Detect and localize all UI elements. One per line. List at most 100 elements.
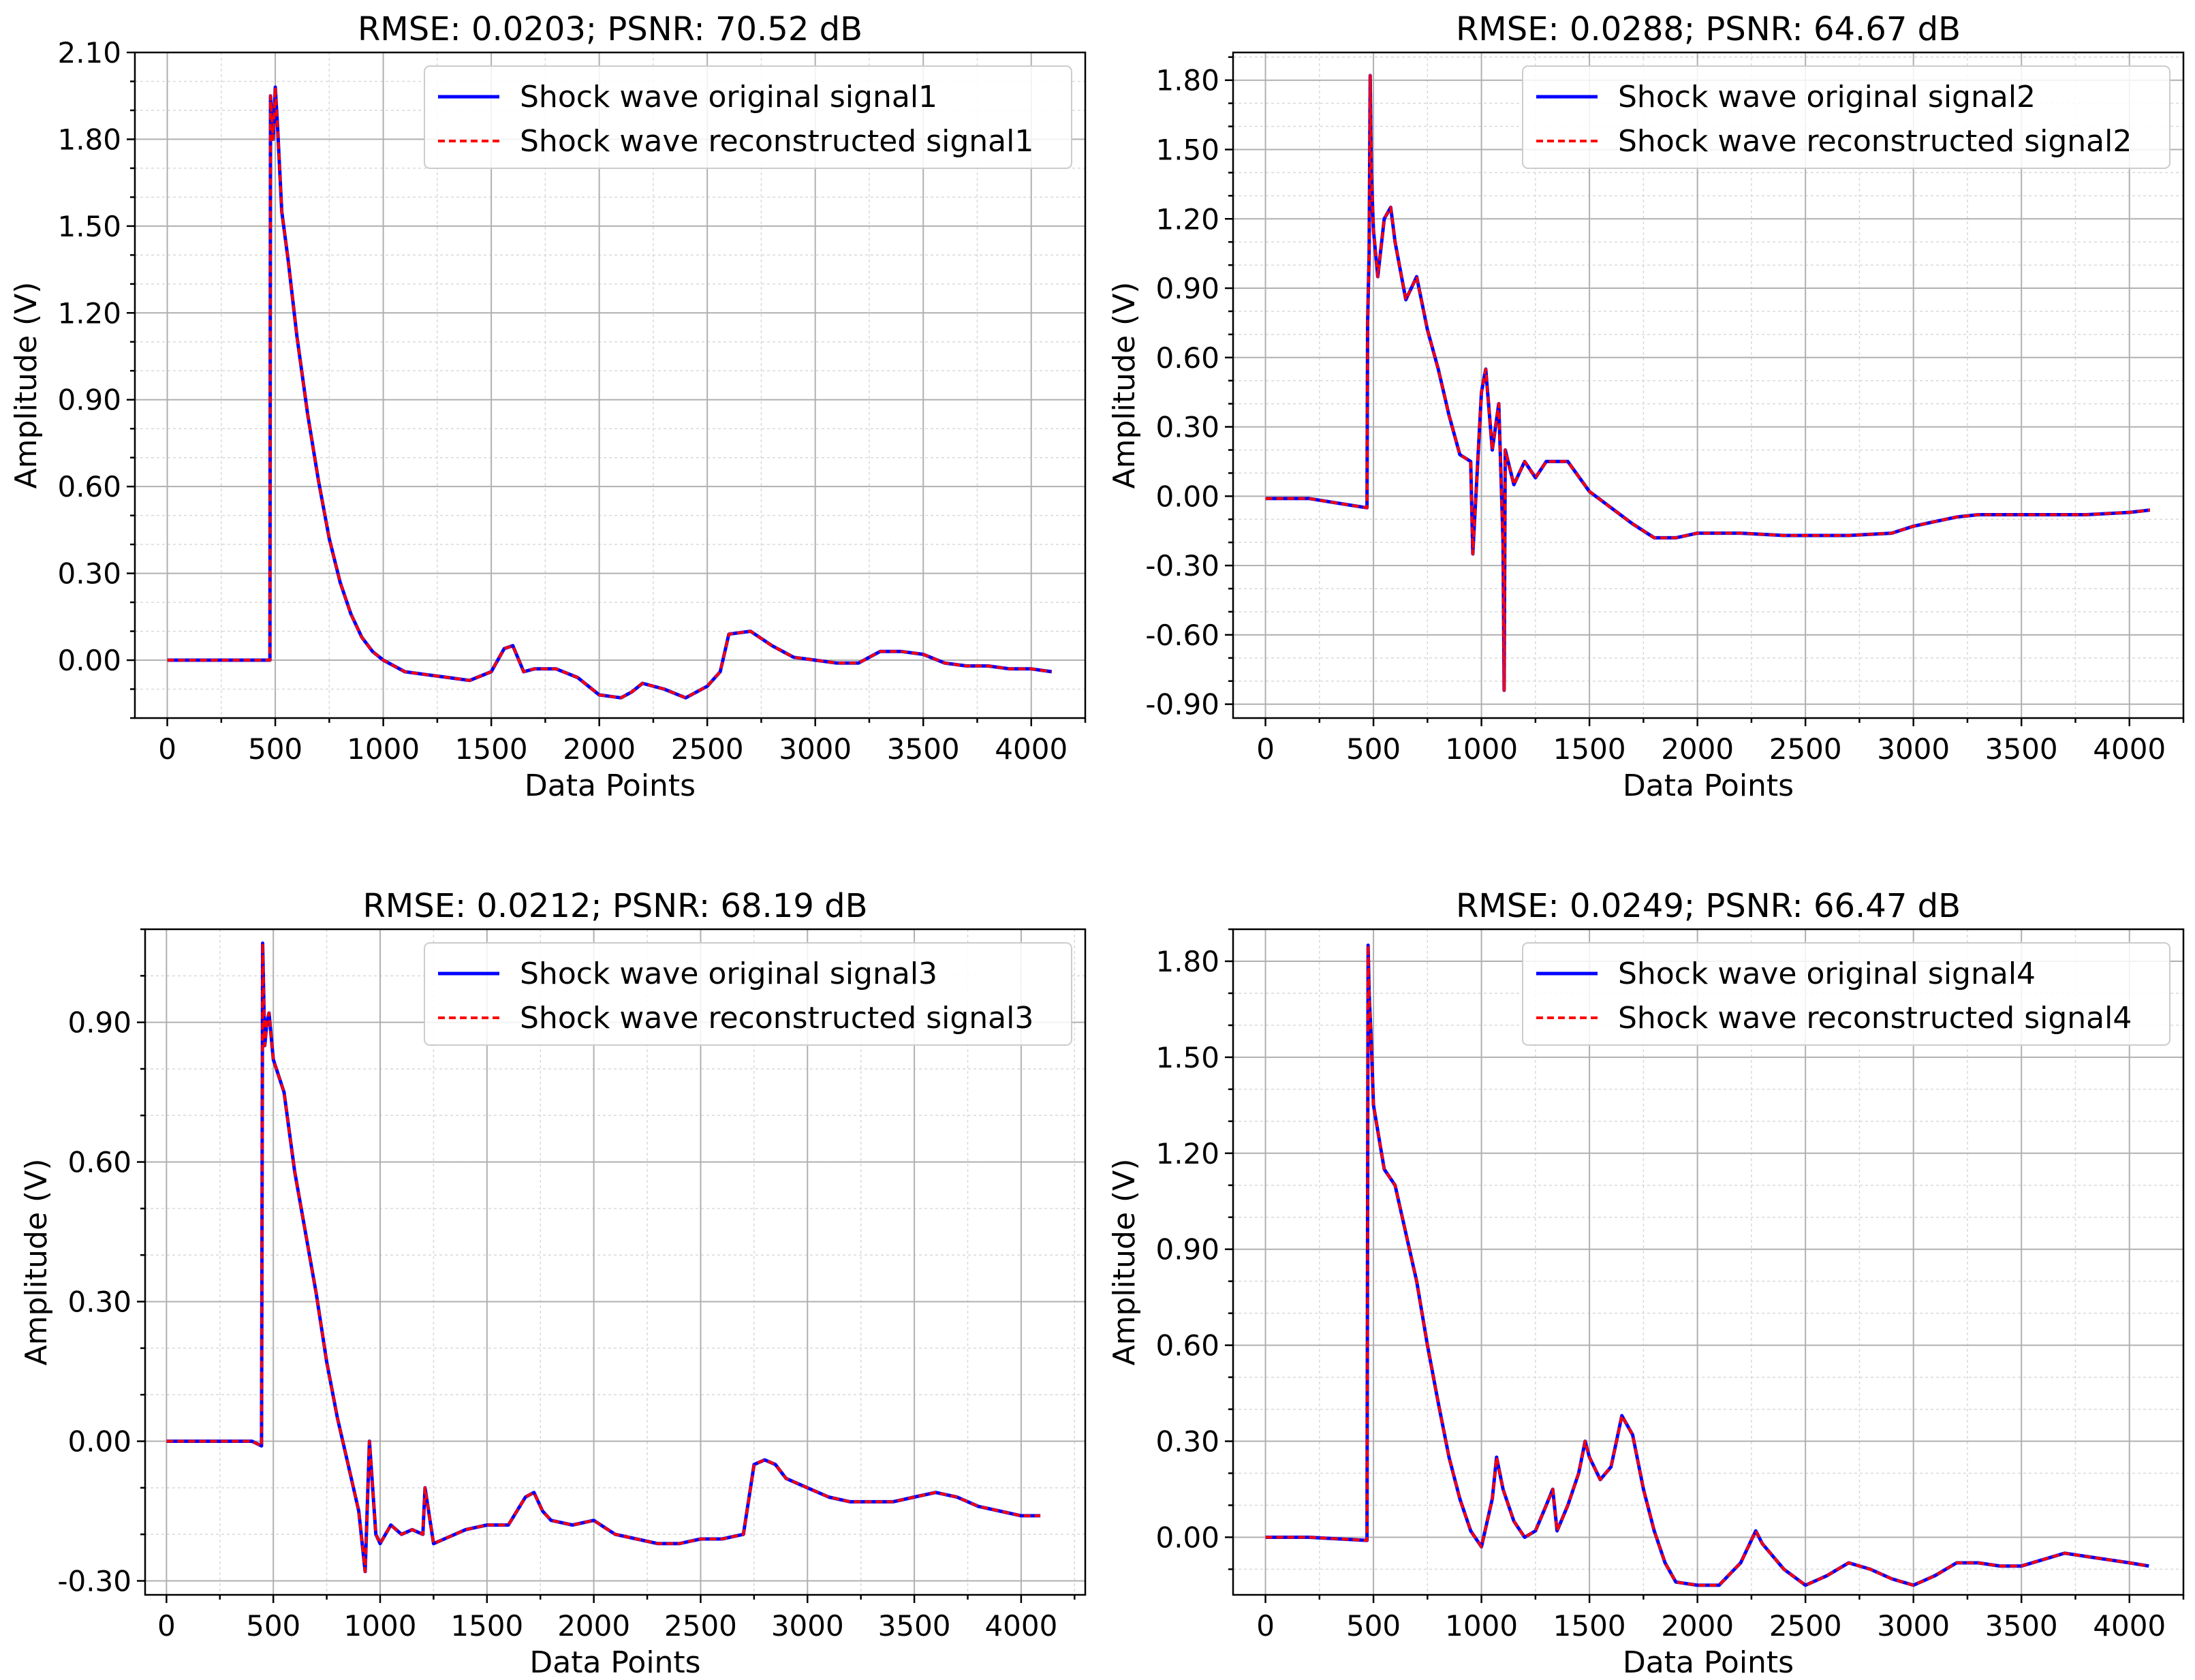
- subplot-2-ytick-label: 1.20: [1155, 202, 1219, 236]
- subplot-2: RMSE: 0.0288; PSNR: 64.67 dB Data Points…: [1107, 10, 2185, 803]
- subplot-4-ytick-label: 1.20: [1155, 1137, 1219, 1170]
- subplot-2-ytick-label: -0.60: [1145, 619, 1219, 652]
- subplot-2-xtick-label: 3000: [1877, 732, 1950, 766]
- subplot-1-xtick-label: 1000: [347, 732, 420, 766]
- subplot-1-xtick-label: 3500: [887, 732, 960, 766]
- subplot-1-legend-original: Shock wave original signal1: [520, 80, 937, 114]
- subplot-1-xtick-label: 2500: [671, 732, 744, 766]
- subplot-3-ytick-label: 0.00: [67, 1425, 131, 1459]
- subplot-4-series-reconstructed: [1265, 944, 2149, 1587]
- subplot-1-xtick-label: 4000: [995, 732, 1068, 766]
- subplot-3-title: RMSE: 0.0212; PSNR: 68.19 dB: [362, 887, 867, 925]
- subplot-1-plot-frame: [134, 51, 1087, 719]
- subplot-3-ytick-label: 0.30: [67, 1286, 131, 1319]
- subplot-1-ytick-label: 1.20: [57, 296, 121, 330]
- subplot-4-legend-original: Shock wave original signal4: [1618, 956, 2036, 991]
- subplot-2-ytick-label: 0.60: [1155, 341, 1219, 375]
- subplot-4-plot-frame: [1232, 928, 2185, 1596]
- subplot-4: RMSE: 0.0249; PSNR: 66.47 dB Data Points…: [1107, 887, 2185, 1680]
- subplot-3-legend-original: Shock wave original signal3: [520, 956, 937, 991]
- subplot-3-ylabel: Amplitude (V): [19, 1159, 54, 1366]
- subplot-2-legend-reconstructed: Shock wave reconstructed signal2: [1618, 124, 2132, 159]
- subplot-4-xtick-label: 500: [1346, 1609, 1401, 1643]
- subplot-2-xtick-label: 0: [1256, 732, 1275, 766]
- subplot-3-xtick-label: 500: [246, 1609, 300, 1643]
- subplot-4-ytick-label: 0.00: [1155, 1521, 1219, 1554]
- subplot-3-series-original: [166, 942, 1041, 1574]
- subplot-3-xtick-label: 3000: [771, 1609, 844, 1643]
- subplot-3-xtick-label: 3500: [878, 1609, 951, 1643]
- subplot-2-ytick-label: -0.30: [1145, 549, 1219, 582]
- subplot-2-series-reconstructed: [1265, 74, 2151, 692]
- subplot-4-title: RMSE: 0.0249; PSNR: 66.47 dB: [1456, 887, 1961, 925]
- subplot-4-ytick-label: 0.30: [1155, 1425, 1219, 1459]
- subplot-4-ylabel: Amplitude (V): [1107, 1159, 1142, 1366]
- subplot-4-legend-reconstructed: Shock wave reconstructed signal4: [1618, 1001, 2132, 1036]
- subplot-2-xtick-label: 2500: [1769, 732, 1842, 766]
- subplot-2-xlabel: Data Points: [1623, 768, 1794, 803]
- subplot-2-xtick-label: 1500: [1553, 732, 1626, 766]
- subplot-3-ytick-label: 0.60: [67, 1146, 131, 1179]
- subplot-4-xtick-label: 2000: [1661, 1609, 1734, 1643]
- subplot-1-xtick-label: 2000: [563, 732, 636, 766]
- subplot-1-ylabel: Amplitude (V): [9, 282, 44, 489]
- subplot-2-ytick-label: 0.00: [1155, 480, 1219, 513]
- subplot-1-xtick-label: 3000: [779, 732, 852, 766]
- subplot-1-ytick-label: 0.60: [57, 470, 121, 503]
- subplot-3-xtick-label: 2000: [557, 1609, 630, 1643]
- subplot-3-xtick-label: 1000: [344, 1609, 417, 1643]
- subplot-1-series-reconstructed: [167, 86, 1053, 700]
- subplot-1-ytick-label: 0.00: [57, 644, 121, 677]
- subplot-3-xtick-label: 4000: [984, 1609, 1057, 1643]
- subplot-1-ytick-label: 2.10: [57, 36, 121, 69]
- subplot-1-xtick-label: 500: [248, 732, 302, 766]
- subplot-1-ytick-label: 1.50: [57, 210, 121, 243]
- subplot-2-xtick-label: 4000: [2093, 732, 2166, 766]
- subplot-4-xtick-label: 1500: [1553, 1609, 1626, 1643]
- subplot-2-ytick-label: 1.50: [1155, 133, 1219, 166]
- subplot-3-xtick-label: 1500: [450, 1609, 523, 1643]
- subplot-4-ytick-label: 1.50: [1155, 1041, 1219, 1074]
- subplot-2-title: RMSE: 0.0288; PSNR: 64.67 dB: [1456, 10, 1961, 48]
- subplot-4-xtick-label: 4000: [2093, 1609, 2166, 1643]
- subplot-1-legend-box: [424, 65, 1072, 169]
- subplot-1-legend-reconstructed: Shock wave reconstructed signal1: [520, 124, 1033, 159]
- subplot-1-ytick-label: 0.90: [57, 384, 121, 417]
- subplot-3-legend-reconstructed: Shock wave reconstructed signal3: [520, 1001, 1033, 1036]
- subplot-2-xtick-label: 1000: [1445, 732, 1518, 766]
- subplot-1-series-original: [167, 85, 1053, 700]
- subplot-2-ytick-label: 0.30: [1155, 411, 1219, 444]
- subplot-4-xtick-label: 1000: [1445, 1609, 1518, 1643]
- subplot-2-ytick-label: 0.90: [1155, 272, 1219, 305]
- subplot-4-ytick-label: 1.80: [1155, 945, 1219, 978]
- subplot-1-ytick-label: 0.30: [57, 557, 121, 591]
- subplot-4-ytick-label: 0.60: [1155, 1329, 1219, 1363]
- subplot-2-ytick-label: 1.80: [1155, 64, 1219, 97]
- subplot-1-ytick-label: 1.80: [57, 123, 121, 156]
- subplot-2-xtick-label: 3500: [1985, 732, 2058, 766]
- subplot-4-xtick-label: 3500: [1985, 1609, 2058, 1643]
- subplot-3-xlabel: Data Points: [529, 1645, 700, 1680]
- subplot-1: RMSE: 0.0203; PSNR: 70.52 dB Data Points…: [9, 10, 1087, 803]
- subplot-3-xtick-label: 0: [157, 1609, 176, 1643]
- subplot-4-xlabel: Data Points: [1623, 1645, 1794, 1680]
- subplot-2-legend-original: Shock wave original signal2: [1618, 80, 2036, 114]
- subplot-1-xlabel: Data Points: [525, 768, 696, 803]
- subplot-3-plot-frame: [144, 928, 1087, 1596]
- subplot-1-xtick-label: 1500: [455, 732, 528, 766]
- subplot-1-title: RMSE: 0.0203; PSNR: 70.52 dB: [358, 10, 862, 48]
- subplot-3-ytick-label: 0.90: [67, 1006, 131, 1040]
- subplot-3-xtick-label: 2500: [664, 1609, 737, 1643]
- subplot-4-xtick-label: 3000: [1877, 1609, 1950, 1643]
- subplot-3-legend-box: [424, 942, 1072, 1046]
- subplot-1-xtick-label: 0: [158, 732, 176, 766]
- subplot-2-xtick-label: 500: [1346, 732, 1401, 766]
- subplot-3: RMSE: 0.0212; PSNR: 68.19 dB Data Points…: [19, 887, 1087, 1680]
- subplot-4-legend-box: [1522, 942, 2170, 1046]
- subplot-3-ytick-label: -0.30: [57, 1565, 131, 1598]
- subplot-2-legend-box: [1522, 65, 2170, 169]
- subplot-2-ytick-label: -0.90: [1145, 688, 1219, 721]
- subplot-2-ylabel: Amplitude (V): [1107, 282, 1142, 489]
- subplot-4-ytick-label: 0.90: [1155, 1233, 1219, 1266]
